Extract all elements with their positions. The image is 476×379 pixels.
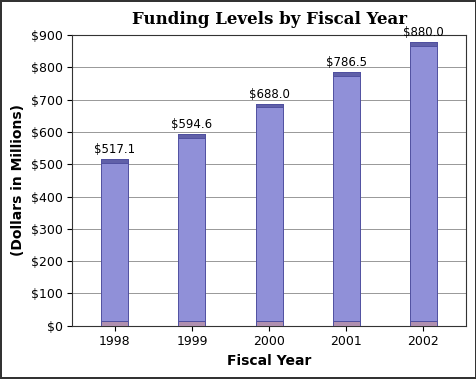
Text: $880.0: $880.0	[402, 26, 443, 39]
Text: $688.0: $688.0	[248, 88, 289, 101]
Text: $786.5: $786.5	[325, 56, 366, 69]
Bar	[178, 134, 205, 138]
X-axis label: Fiscal Year: Fiscal Year	[227, 354, 311, 368]
Text: $517.1: $517.1	[94, 143, 135, 156]
Bar	[101, 159, 128, 163]
Bar	[178, 134, 205, 326]
Bar	[255, 103, 282, 326]
Bar	[255, 321, 282, 326]
Bar	[101, 159, 128, 326]
Bar	[332, 321, 359, 326]
Bar	[332, 72, 359, 326]
Bar	[409, 42, 436, 45]
Bar	[409, 321, 436, 326]
Text: $594.6: $594.6	[171, 118, 212, 131]
Title: Funding Levels by Fiscal Year: Funding Levels by Fiscal Year	[131, 11, 406, 28]
Bar	[255, 103, 282, 108]
Bar	[332, 72, 359, 76]
Bar	[178, 321, 205, 326]
Bar	[101, 321, 128, 326]
Bar	[409, 42, 436, 326]
Y-axis label: (Dollars in Millions): (Dollars in Millions)	[11, 105, 25, 257]
